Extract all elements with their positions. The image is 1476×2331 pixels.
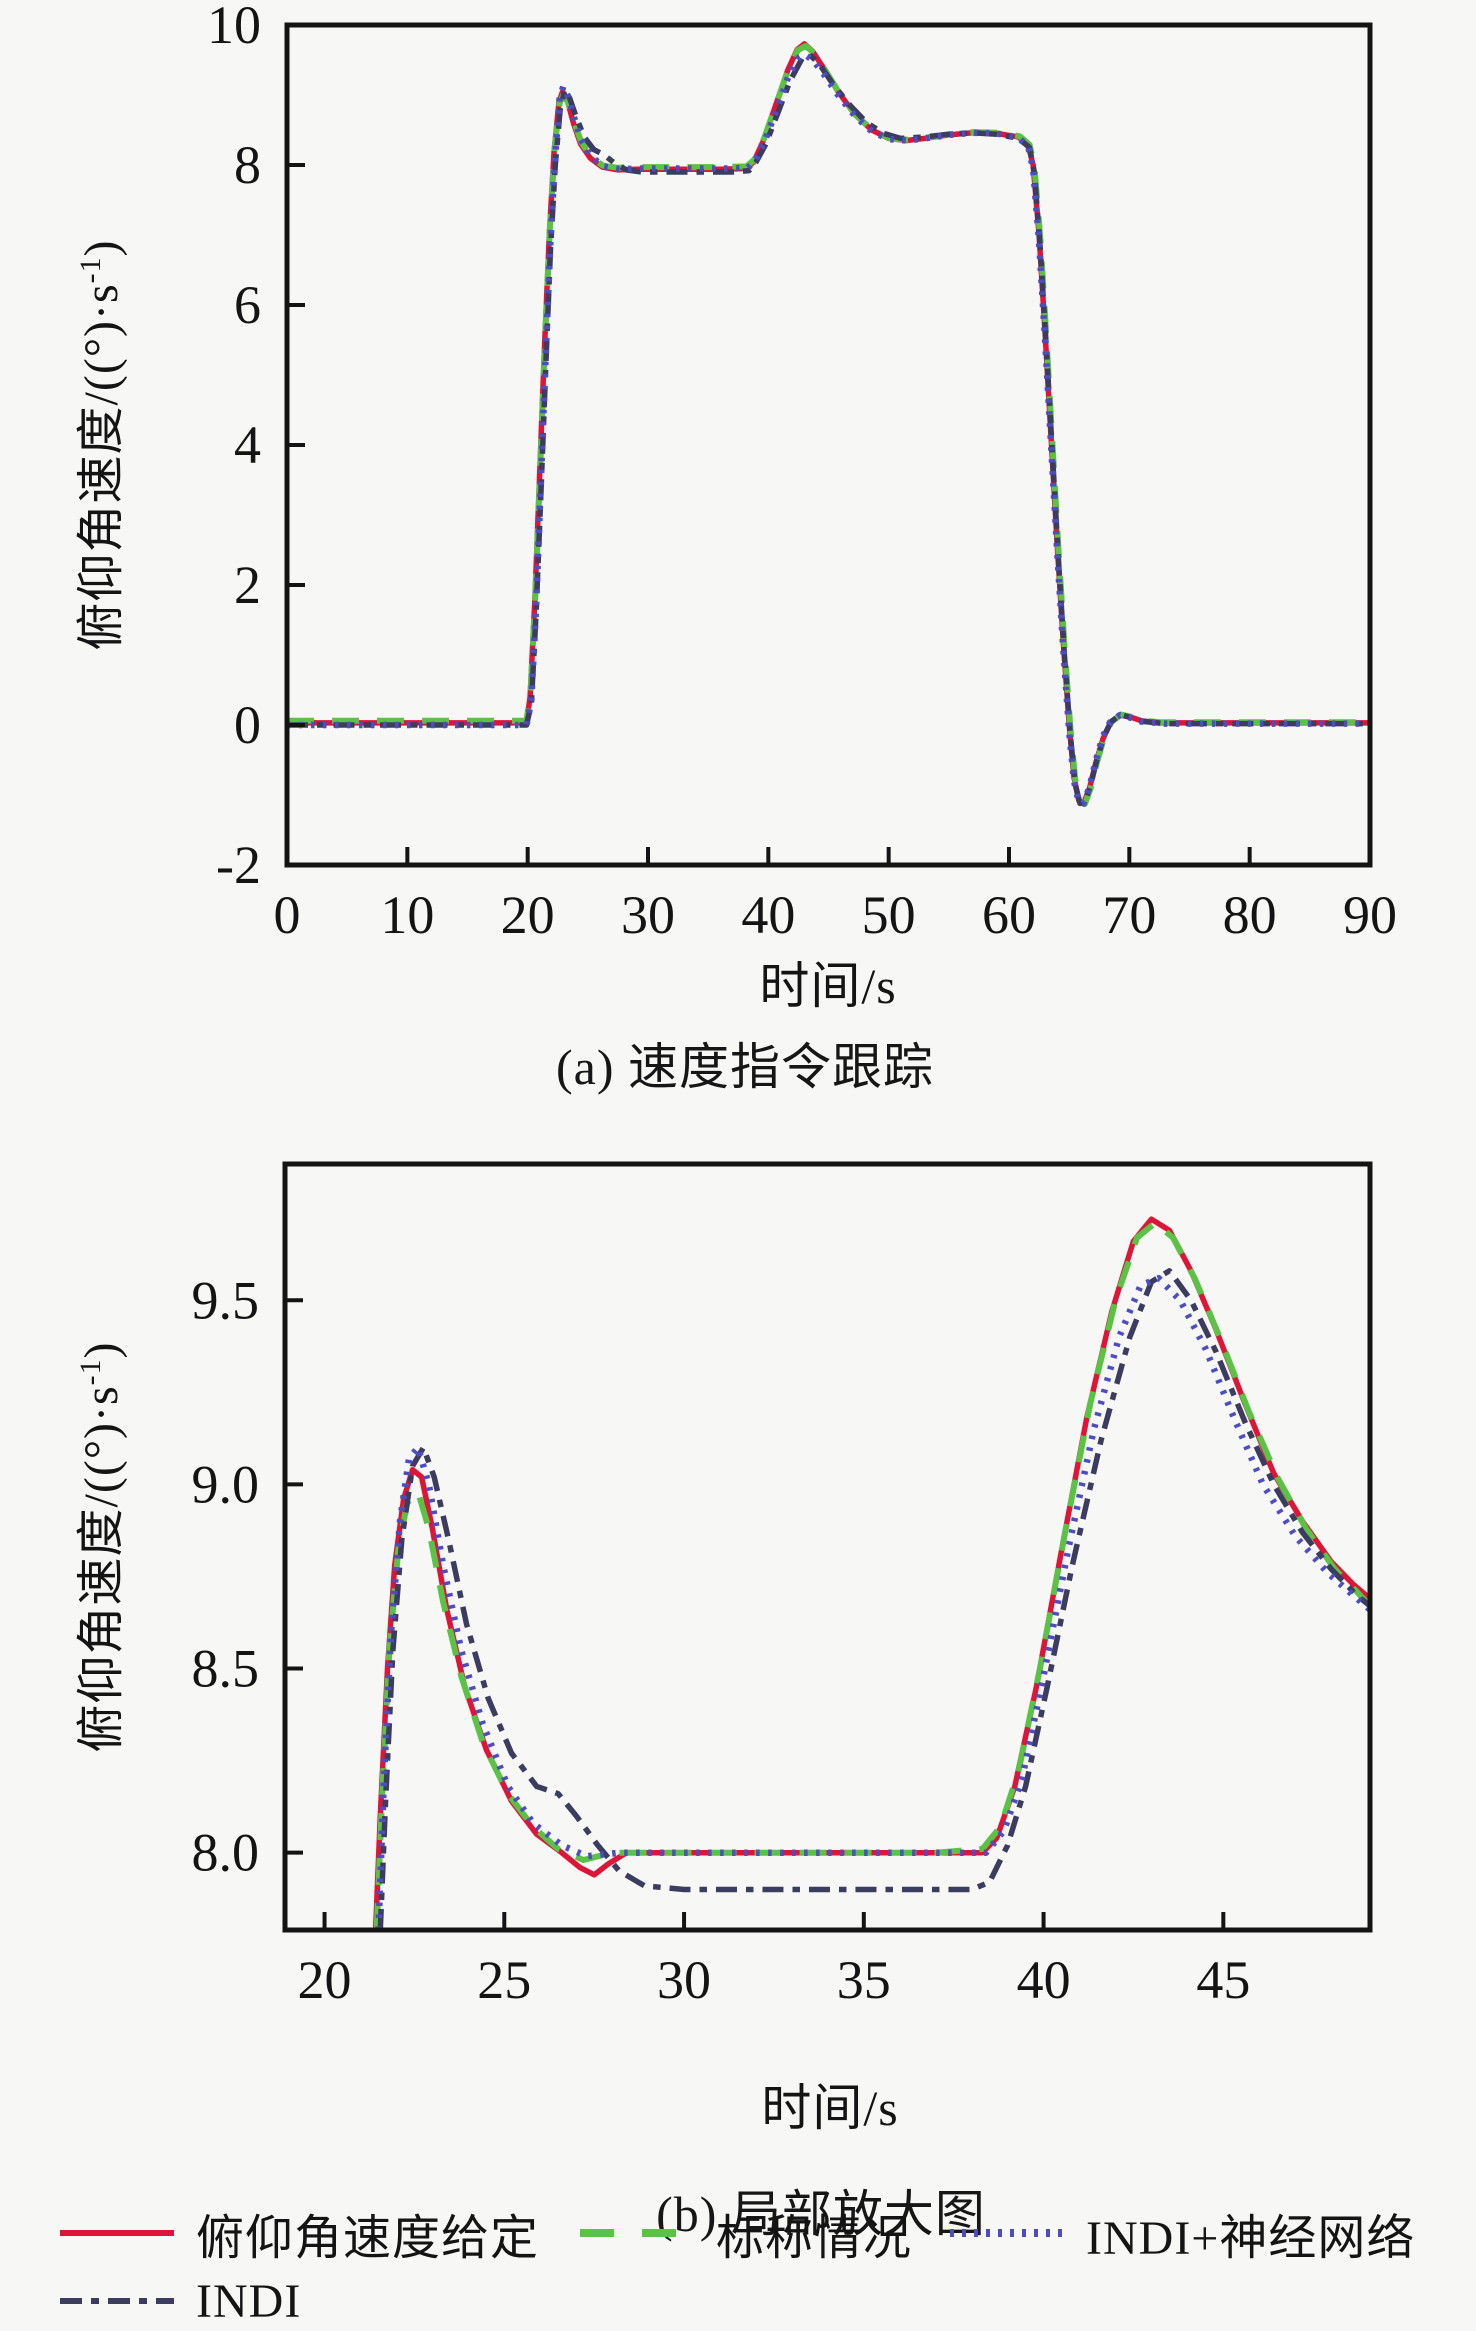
legend-line-dotted-icon xyxy=(950,2229,1064,2237)
x-tick-label-a: 10 xyxy=(380,885,434,945)
x-tick-label-a: 0 xyxy=(274,885,301,945)
legend-label-indi-nn: INDI+神经网络 xyxy=(1086,2212,1416,2265)
x-tick-label-a: 50 xyxy=(862,885,916,945)
legend-line-dashdot-icon xyxy=(60,2298,174,2304)
x-tick-label-b: 45 xyxy=(1196,1950,1250,2010)
series-indi_nn-chart-b xyxy=(375,1274,1373,1931)
legend-line-solid-icon xyxy=(60,2230,174,2236)
series-command-chart-a xyxy=(287,41,1370,807)
legend-label-nominal: 标称情况 xyxy=(716,2212,913,2265)
plot-border-b xyxy=(282,1161,1373,1933)
series-indi-chart-b xyxy=(377,1268,1372,1931)
y-axis-label-b-sup: -1 xyxy=(74,1358,107,1386)
x-tick-label-b: 30 xyxy=(657,1950,711,2010)
y-axis-label-b-close: ) xyxy=(75,1341,128,1359)
series-nominal-chart-b xyxy=(373,1219,1373,1931)
y-tick-label-a: 2 xyxy=(234,555,261,615)
y-tick-label-a: 10 xyxy=(207,0,261,55)
y-tick-label-a: 6 xyxy=(234,275,261,335)
legend-label-indi: INDI xyxy=(196,2274,302,2328)
x-tick-label-b: 20 xyxy=(298,1950,352,2010)
series-indi-chart-a xyxy=(287,51,1370,807)
x-tick-label-a: 90 xyxy=(1343,885,1397,945)
y-tick-label-a: 0 xyxy=(234,695,261,755)
y-tick-label-b: 8.0 xyxy=(192,1823,260,1883)
x-tick-label-a: 60 xyxy=(982,885,1036,945)
plot-border-a xyxy=(284,22,1373,868)
legend-item-indi: INDI xyxy=(58,2271,301,2331)
y-axis-label-a-sup: -1 xyxy=(74,256,107,284)
legend-label-command: 俯仰角速度给定 xyxy=(196,2212,540,2265)
x-tick-label-a: 30 xyxy=(621,885,675,945)
series-indi_nn-chart-a xyxy=(287,51,1370,807)
y-tick-label-a: 4 xyxy=(234,415,261,475)
x-tick-label-a: 20 xyxy=(501,885,555,945)
caption-a: (a) 速度指令跟踪 xyxy=(556,1039,934,1095)
y-tick-label-a: 8 xyxy=(234,135,261,195)
x-tick-label-a: 70 xyxy=(1102,885,1156,945)
x-tick-label-b: 35 xyxy=(837,1950,891,2010)
x-tick-label-a: 80 xyxy=(1223,885,1277,945)
legend-item-nominal: 标称情况 xyxy=(578,2203,912,2265)
x-axis-label-a: 时间/s xyxy=(759,958,897,1014)
y-tick-label-b: 8.5 xyxy=(192,1639,260,1699)
legend-line-dashed-icon xyxy=(580,2229,694,2237)
x-tick-label-a: 40 xyxy=(741,885,795,945)
series-command-chart-b xyxy=(372,1216,1372,1931)
x-tick-label-b: 40 xyxy=(1017,1950,1071,2010)
series-nominal-chart-a xyxy=(287,43,1370,808)
y-axis-label-a-text: 俯仰角速度/((°)·s xyxy=(75,283,128,651)
legend-item-command: 俯仰角速度给定 xyxy=(58,2203,539,2265)
y-axis-label-b-text: 俯仰角速度/((°)·s xyxy=(75,1385,128,1753)
y-tick-label-b: 9.0 xyxy=(192,1454,260,1514)
x-tick-label-b: 25 xyxy=(477,1950,531,2010)
y-axis-label-a: 俯仰角速度/((°)·s-1) xyxy=(61,240,131,651)
y-tick-label-b: 9.5 xyxy=(192,1270,260,1330)
y-axis-label-a-close: ) xyxy=(75,239,128,257)
x-axis-label-b: 时间/s xyxy=(761,2080,899,2136)
y-axis-label-b: 俯仰角速度/((°)·s-1) xyxy=(61,1342,131,1753)
y-tick-label-a: -2 xyxy=(216,835,261,895)
caption-b: (b) 局部放大图 xyxy=(656,2186,986,2242)
legend-item-indi-nn: INDI+神经网络 xyxy=(948,2203,1415,2265)
